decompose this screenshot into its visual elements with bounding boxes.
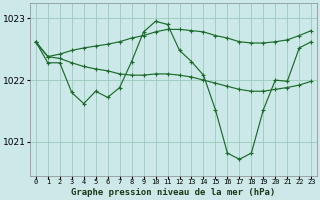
X-axis label: Graphe pression niveau de la mer (hPa): Graphe pression niveau de la mer (hPa) [71,188,276,197]
